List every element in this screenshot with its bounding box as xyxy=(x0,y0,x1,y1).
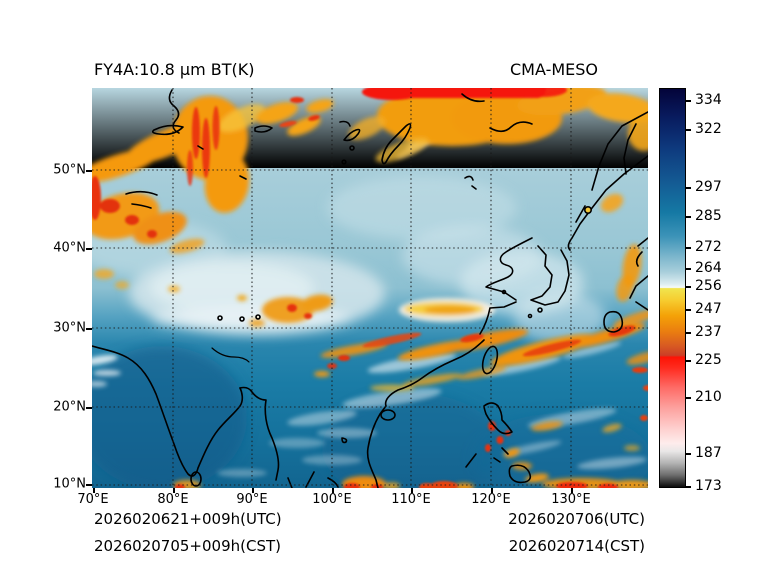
colorbar-tick-label: 173 xyxy=(695,478,722,494)
map-coastlines xyxy=(92,89,648,488)
x-axis-tick xyxy=(571,488,573,493)
x-axis-label: 130°E xyxy=(551,492,591,507)
y-axis-label: 10°N xyxy=(53,476,86,492)
colorbar-tick-label: 322 xyxy=(695,121,722,137)
colorbar-gradient xyxy=(659,88,686,488)
y-axis-tick xyxy=(86,248,92,250)
colorbar-tick xyxy=(686,216,691,218)
colorbar-tick xyxy=(686,286,691,288)
x-axis-tick xyxy=(93,488,95,493)
model-name-title: CMA-MESO xyxy=(510,60,599,79)
init-time-cst: 2026020705+009h(CST) xyxy=(94,537,282,555)
colorbar-tick-label: 237 xyxy=(695,324,722,340)
x-axis-tick xyxy=(491,488,493,493)
y-axis-label: 30°N xyxy=(53,320,86,336)
colorbar-tick-label: 334 xyxy=(695,92,722,108)
colorbar-tick xyxy=(686,268,691,270)
y-axis-label: 20°N xyxy=(53,399,86,415)
colorbar-tick-label: 247 xyxy=(695,301,722,317)
init-time-utc: 2026020621+009h(UTC) xyxy=(94,510,282,528)
colorbar-tick-label: 225 xyxy=(695,352,722,368)
colorbar-tick xyxy=(686,129,691,131)
colorbar-tick-label: 187 xyxy=(695,445,722,461)
y-axis-label: 50°N xyxy=(53,162,86,178)
y-axis-tick xyxy=(86,328,92,330)
colorbar-tick xyxy=(686,453,691,455)
x-axis-tick xyxy=(411,488,413,493)
colorbar-tick xyxy=(686,332,691,334)
colorbar-tick xyxy=(686,247,691,249)
map-orange-cloud-systems xyxy=(92,88,648,488)
colorbar-tick-label: 272 xyxy=(695,239,722,255)
x-axis-tick xyxy=(173,488,175,493)
bt-map-image xyxy=(92,88,648,488)
valid-time-cst: 2026020714(CST) xyxy=(508,537,645,555)
x-axis-label: 90°E xyxy=(236,492,268,507)
x-axis-label: 120°E xyxy=(471,492,511,507)
x-axis-label: 70°E xyxy=(77,492,109,507)
y-axis-label: 40°N xyxy=(53,240,86,256)
y-axis-tick xyxy=(86,170,92,172)
x-axis-tick xyxy=(332,488,334,493)
colorbar-tick xyxy=(686,100,691,102)
colorbar-tick xyxy=(686,360,691,362)
colorbar-tick-label: 285 xyxy=(695,208,722,224)
valid-time-utc: 2026020706(UTC) xyxy=(508,510,645,528)
colorbar-tick-label: 264 xyxy=(695,260,722,276)
colorbar-tick xyxy=(686,397,691,399)
colorbar-tick-label: 297 xyxy=(695,179,722,195)
y-axis-tick xyxy=(86,407,92,409)
x-axis-label: 100°E xyxy=(312,492,352,507)
x-axis-label: 80°E xyxy=(157,492,189,507)
x-axis-tick xyxy=(252,488,254,493)
bt-map-plot xyxy=(92,88,648,488)
colorbar-tick xyxy=(686,187,691,189)
colorbar-tick-label: 256 xyxy=(695,278,722,294)
plot-title: FY4A:10.8 μm BT(K) xyxy=(94,60,255,79)
colorbar-tick xyxy=(686,486,691,488)
y-axis-tick xyxy=(86,484,92,486)
x-axis-label: 110°E xyxy=(391,492,431,507)
map-red-cloud-cores xyxy=(92,88,648,488)
colorbar-tick xyxy=(686,309,691,311)
colorbar-tick-label: 210 xyxy=(695,389,722,405)
